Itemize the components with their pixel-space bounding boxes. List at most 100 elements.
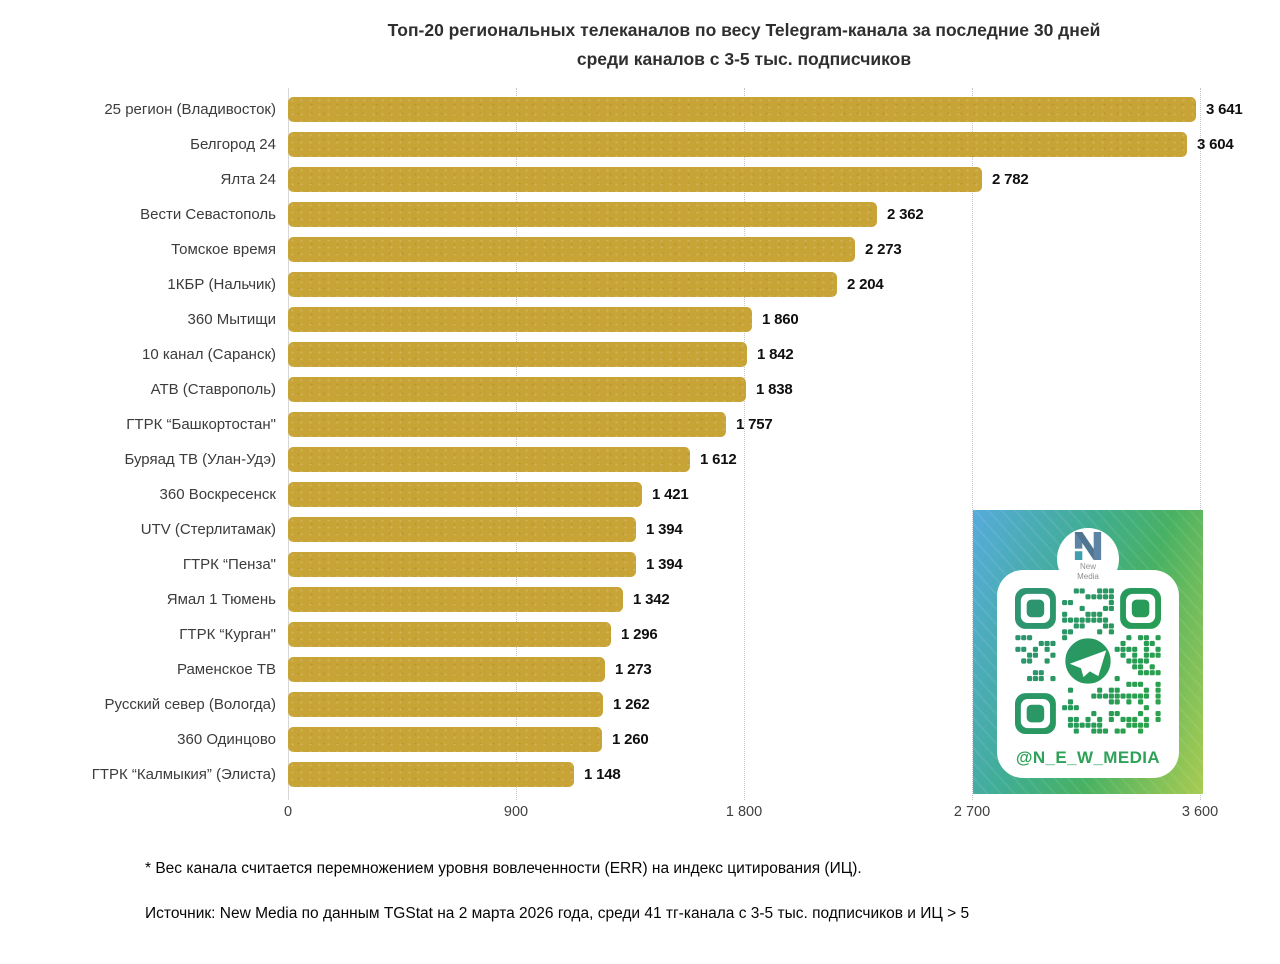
bar — [288, 447, 690, 472]
value-label: 1 262 — [613, 696, 650, 713]
bar-row: ГТРК “Башкортостан" 1 757 — [0, 407, 1280, 442]
bar — [288, 622, 611, 647]
plot-area — [288, 88, 1201, 800]
value-label: 3 641 — [1206, 101, 1243, 118]
x-tick-label: 1 800 — [725, 804, 763, 820]
bar — [288, 657, 605, 682]
bar — [288, 202, 877, 227]
category-label: Раменское ТВ — [176, 661, 276, 678]
value-label: 1 260 — [612, 731, 649, 748]
x-tick-label: 2 700 — [953, 804, 991, 820]
gridline-0 — [288, 88, 289, 800]
category-label: Ялта 24 — [220, 171, 276, 188]
bar — [288, 692, 603, 717]
bar — [288, 727, 602, 752]
bar — [288, 762, 574, 787]
bar — [288, 377, 746, 402]
bar-row: 360 Одинцово 1 260 — [0, 722, 1280, 757]
telegram-paper-plane-icon — [1069, 650, 1107, 678]
bar — [288, 132, 1187, 157]
x-tick-label: 3 600 — [1181, 804, 1219, 820]
bar — [288, 97, 1196, 122]
bar-row: ГТРК “Калмыкия” (Элиста) 1 148 — [0, 757, 1280, 792]
category-label: ГТРК “Курган" — [179, 626, 276, 643]
category-label: UTV (Стерлитамак) — [140, 521, 276, 538]
value-label: 1 342 — [633, 591, 670, 608]
x-tick-label: 900 — [503, 804, 529, 820]
bar — [288, 237, 855, 262]
value-label: 2 273 — [865, 241, 902, 258]
bar-row: ГТРК “Пенза" 1 394 — [0, 547, 1280, 582]
category-label: Буряад ТВ (Улан-Удэ) — [124, 451, 276, 468]
category-label: ГТРК “Пенза" — [182, 556, 276, 573]
logo-text: New Media — [973, 562, 1203, 581]
bar-row: Белгород 24 3 604 — [0, 127, 1280, 162]
bar — [288, 307, 752, 332]
logo-text-line-2: Media — [1077, 571, 1099, 581]
bar — [288, 517, 636, 542]
bar-row: 1КБР (Нальчик) 2 204 — [0, 267, 1280, 302]
bar-row: ГТРК “Курган" 1 296 — [0, 617, 1280, 652]
bar-row: Ялта 24 2 782 — [0, 162, 1280, 197]
category-label: 360 Воскресенск — [159, 486, 276, 503]
bar — [288, 552, 636, 577]
x-tick-label: 0 — [283, 804, 293, 820]
bar — [288, 342, 747, 367]
qr-code — [1015, 588, 1161, 734]
bar-row: 25 регион (Владивосток) 3 641 — [0, 92, 1280, 127]
value-label: 2 362 — [887, 206, 924, 223]
x-axis: 0 900 1 800 2 700 3 600 — [284, 804, 1218, 828]
chart-title: Топ-20 региональных телеканалов по весу … — [208, 16, 1280, 74]
bar-rows: 25 регион (Владивосток) 3 641 Белгород 24 3… — [0, 92, 1280, 792]
bar-row: Томское время 2 273 — [0, 232, 1280, 267]
bar-row: 360 Воскресенск 1 421 — [0, 477, 1280, 512]
category-label: 360 Одинцово — [177, 731, 276, 748]
bar — [288, 412, 726, 437]
value-label: 1 842 — [757, 346, 794, 363]
qr-promo-card: New Media @N_E_W_MEDIA — [973, 510, 1203, 794]
bar — [288, 587, 623, 612]
value-label: 1 296 — [621, 626, 658, 643]
value-label: 1 612 — [700, 451, 737, 468]
bar-row: 360 Мытищи 1 860 — [0, 302, 1280, 337]
new-media-n-icon — [1074, 532, 1102, 560]
bar-row: Ямал 1 Тюмень 1 342 — [0, 582, 1280, 617]
value-label: 1 394 — [646, 556, 683, 573]
value-label: 1 421 — [652, 486, 689, 503]
category-label: 10 канал (Саранск) — [142, 346, 276, 363]
footnote-source: Источник: New Media по данным TGStat на … — [145, 905, 970, 922]
value-label: 1 757 — [736, 416, 773, 433]
category-label: Русский север (Вологда) — [104, 696, 276, 713]
bar-row: Буряад ТВ (Улан-Удэ) 1 612 — [0, 442, 1280, 477]
value-label: 1 860 — [762, 311, 799, 328]
value-label: 1 273 — [615, 661, 652, 678]
bar-row: АТВ (Ставрополь) 1 838 — [0, 372, 1280, 407]
chart-title-line-1: Топ-20 региональных телеканалов по весу … — [387, 20, 1101, 40]
bar-row: Вести Севастополь 2 362 — [0, 197, 1280, 232]
category-label: 25 регион (Владивосток) — [104, 101, 276, 118]
gridline-900 — [516, 88, 517, 800]
bar-row: Русский север (Вологда) 1 262 — [0, 687, 1280, 722]
logo-text-line-1: New — [1079, 562, 1096, 571]
bar-row: UTV (Стерлитамак) 1 394 — [0, 512, 1280, 547]
category-label: АТВ (Ставрополь) — [150, 381, 276, 398]
category-label: Ямал 1 Тюмень — [166, 591, 276, 608]
chart-title-line-2: среди каналов с 3-5 тыс. подписчиков — [576, 49, 912, 69]
value-label: 2 204 — [847, 276, 884, 293]
category-label: 360 Мытищи — [187, 311, 276, 328]
category-label: Томское время — [171, 241, 276, 258]
gridline-3600 — [1200, 88, 1201, 800]
value-label: 1 394 — [646, 521, 683, 538]
bar — [288, 482, 642, 507]
value-label: 2 782 — [992, 171, 1029, 188]
category-label: 1КБР (Нальчик) — [167, 276, 276, 293]
bar-row: 10 канал (Саранск) 1 842 — [0, 337, 1280, 372]
bar — [288, 167, 982, 192]
value-label: 1 838 — [756, 381, 793, 398]
value-label: 1 148 — [584, 766, 621, 783]
value-label: 3 604 — [1197, 136, 1234, 153]
gridline-1800 — [744, 88, 745, 800]
bar-row: Раменское ТВ 1 273 — [0, 652, 1280, 687]
category-label: ГТРК “Калмыкия” (Элиста) — [91, 766, 276, 783]
